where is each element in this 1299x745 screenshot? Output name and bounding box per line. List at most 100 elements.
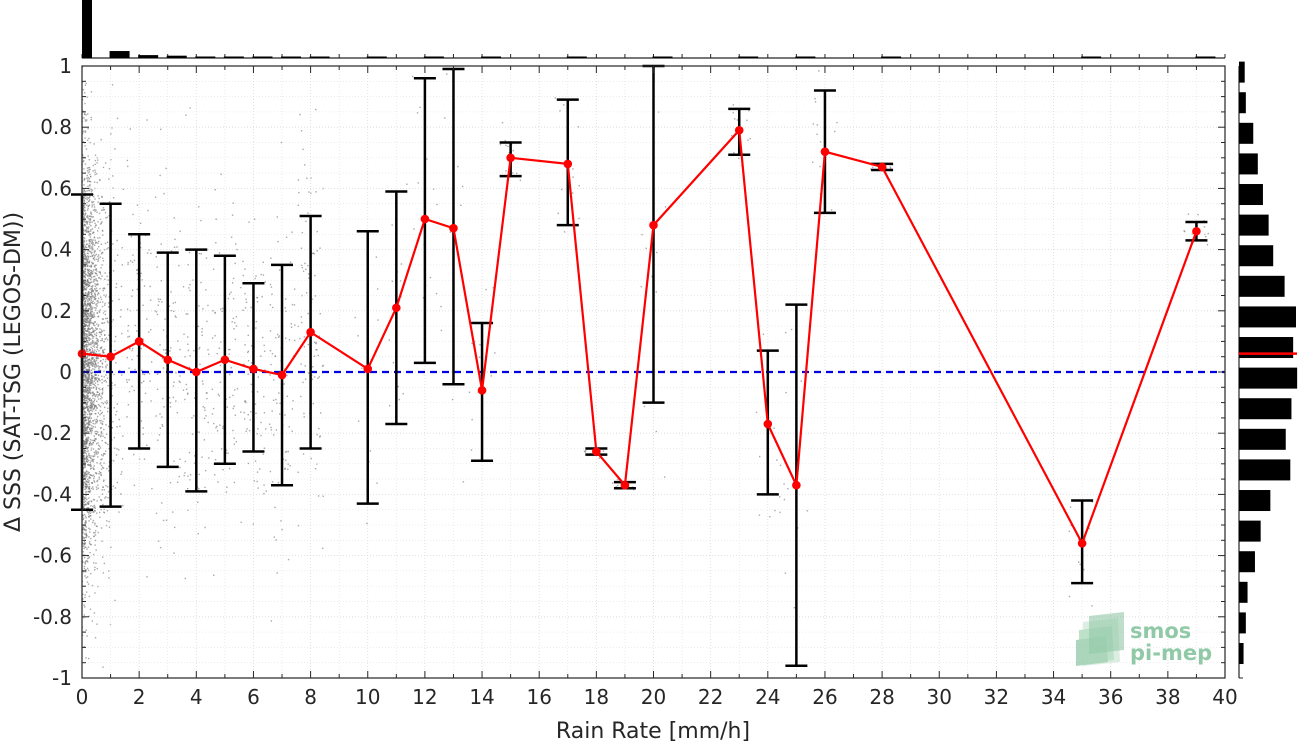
scatter-point xyxy=(84,594,86,596)
scatter-point xyxy=(304,378,307,380)
scatter-point xyxy=(285,450,288,453)
scatter-point xyxy=(179,348,181,351)
scatter-point xyxy=(651,275,653,278)
scatter-point xyxy=(87,217,89,219)
series-line xyxy=(81,127,1198,547)
scatter-point xyxy=(376,288,379,290)
scatter-point xyxy=(86,567,89,570)
scatter-point xyxy=(83,390,85,392)
scatter-point xyxy=(302,148,304,151)
scatter-point xyxy=(96,500,98,502)
scatter-point xyxy=(235,316,238,318)
scatter-point xyxy=(176,412,178,414)
scatter-point xyxy=(218,347,220,349)
scatter-point xyxy=(97,344,99,346)
scatter-point xyxy=(100,298,103,301)
scatter-point xyxy=(93,368,96,371)
scatter-point xyxy=(94,419,96,421)
scatter-point xyxy=(91,322,93,324)
scatter-point xyxy=(91,392,94,394)
scatter-point xyxy=(91,288,93,290)
scatter-point xyxy=(96,525,98,528)
scatter-point xyxy=(108,334,110,336)
scatter-point xyxy=(82,597,84,600)
scatter-point xyxy=(87,298,90,300)
scatter-point xyxy=(97,297,100,300)
scatter-point xyxy=(82,388,85,391)
scatter-point xyxy=(89,187,91,190)
scatter-point xyxy=(98,496,100,498)
scatter-point xyxy=(100,356,102,358)
scatter-point xyxy=(95,386,98,388)
scatter-point xyxy=(91,221,93,223)
scatter-point xyxy=(232,298,235,300)
scatter-point xyxy=(96,357,98,360)
scatter-point xyxy=(176,481,179,483)
scatter-point xyxy=(83,302,86,305)
scatter-point xyxy=(814,101,817,103)
scatter-point xyxy=(98,434,100,437)
scatter-point xyxy=(118,418,121,421)
scatter-point xyxy=(228,467,231,470)
scatter-point xyxy=(84,358,86,360)
scatter-point xyxy=(280,520,282,522)
scatter-point xyxy=(800,380,802,382)
scatter-point xyxy=(134,368,136,371)
scatter-point xyxy=(94,510,96,512)
scatter-point xyxy=(86,319,89,321)
scatter-point xyxy=(89,461,91,464)
scatter-point xyxy=(99,273,102,275)
scatter-point xyxy=(83,547,85,550)
scatter-point xyxy=(98,257,100,260)
scatter-point xyxy=(187,509,189,511)
scatter-point xyxy=(85,356,87,359)
scatter-point xyxy=(116,426,118,428)
scatter-point xyxy=(273,379,275,381)
scatter-point xyxy=(308,277,310,279)
scatter-point xyxy=(91,314,94,317)
scatter-point xyxy=(86,243,88,246)
scatter-point xyxy=(85,82,87,85)
scatter-point xyxy=(84,419,87,421)
scatter-point xyxy=(128,367,130,369)
scatter-point xyxy=(91,368,94,370)
scatter-point xyxy=(103,370,105,372)
scatter-point xyxy=(435,292,438,295)
scatter-point xyxy=(89,489,91,492)
scatter-point xyxy=(112,243,114,245)
scatter-point xyxy=(126,159,129,162)
scatter-point xyxy=(300,247,303,249)
scatter-point xyxy=(85,374,87,377)
scatter-point xyxy=(91,459,94,461)
scatter-point xyxy=(176,246,178,248)
scatter-point xyxy=(173,217,175,219)
scatter-point xyxy=(293,304,296,306)
scatter-point xyxy=(93,509,96,512)
scatter-point xyxy=(88,223,91,225)
scatter-point xyxy=(85,256,88,258)
scatter-point xyxy=(187,336,189,338)
scatter-point xyxy=(82,543,84,545)
scatter-point xyxy=(102,503,104,506)
x-tick-label: 0 xyxy=(76,685,89,709)
scatter-point xyxy=(86,264,89,266)
scatter-point xyxy=(230,366,233,369)
scatter-point xyxy=(221,310,223,312)
scatter-point xyxy=(182,286,185,288)
scatter-point xyxy=(83,220,86,223)
scatter-point xyxy=(83,282,85,285)
scatter-point xyxy=(142,380,145,383)
scatter-point xyxy=(85,407,87,409)
scatter-point xyxy=(92,460,94,462)
scatter-point xyxy=(128,379,130,381)
x-tick-label: 12 xyxy=(412,685,437,709)
scatter-point xyxy=(92,296,94,299)
scatter-point xyxy=(106,241,109,243)
scatter-point xyxy=(511,172,514,174)
scatter-point xyxy=(185,388,188,390)
scatter-point xyxy=(83,239,85,242)
scatter-point xyxy=(99,287,101,290)
scatter-point xyxy=(204,526,206,529)
scatter-point xyxy=(83,458,86,460)
scatter-point xyxy=(90,308,92,310)
